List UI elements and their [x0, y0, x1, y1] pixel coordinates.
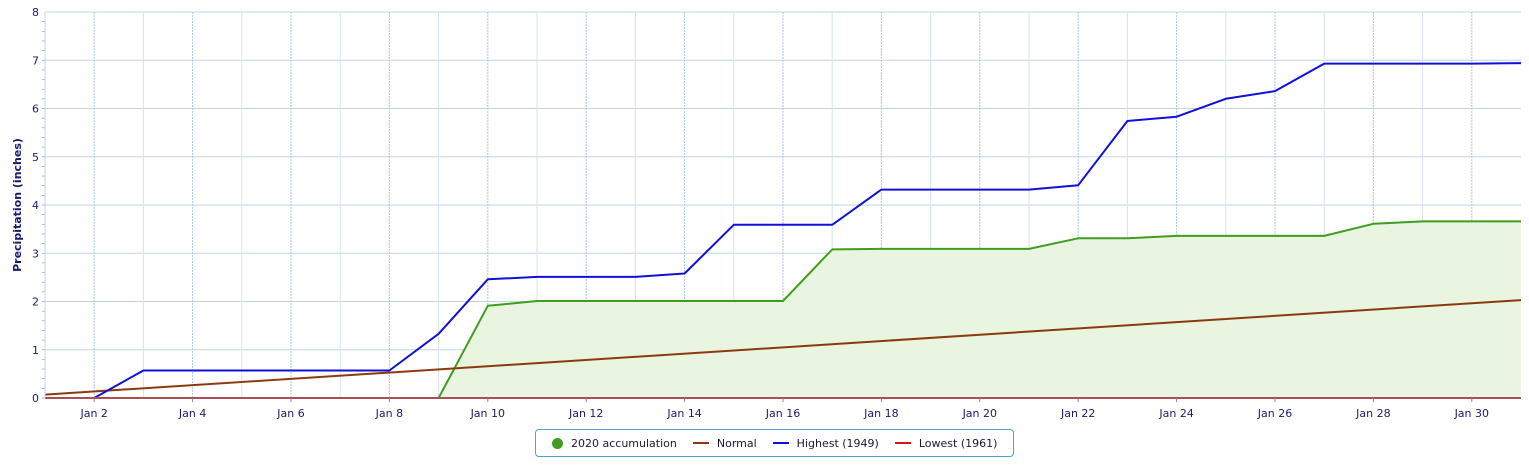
- series-area-2020-accumulation: [45, 221, 1521, 398]
- y-tick-label: 3: [32, 247, 39, 260]
- legend-item-2020-accumulation[interactable]: 2020 accumulation: [552, 437, 677, 450]
- x-tick-label: Jan 18: [863, 407, 898, 420]
- legend-marker-green: [552, 437, 563, 449]
- series-line-highest-1949: [45, 62, 1522, 399]
- y-tick-label: 5: [32, 151, 39, 164]
- x-tick-label: Jan 26: [1257, 407, 1292, 420]
- x-tick-label: Jan 6: [276, 407, 304, 420]
- x-tick-label: Jan 30: [1454, 407, 1489, 420]
- legend-line-red: [894, 442, 911, 444]
- series-line-normal: [44, 299, 1522, 396]
- legend-item-normal[interactable]: Normal: [692, 436, 757, 450]
- y-tick-label: 8: [32, 6, 39, 19]
- legend-line-blue: [772, 442, 789, 444]
- y-tick-label: 7: [32, 54, 39, 67]
- legend-line-brown: [692, 442, 709, 444]
- legend-item-highest[interactable]: Highest (1949): [772, 436, 879, 450]
- y-tick-label: 2: [32, 296, 39, 309]
- x-tick-label: Jan 8: [375, 407, 403, 420]
- series-layer: [44, 62, 1522, 399]
- legend-label: Lowest (1961): [918, 436, 998, 450]
- y-tick-label: 4: [32, 199, 39, 212]
- axes: 0 1 2 3 4 5 6 7 8 Jan 2 Jan 4 Jan 6 Jan 8 Jan 10 Jan 1…: [32, 6, 1521, 420]
- x-tick-label: Jan 10: [470, 407, 505, 420]
- x-tick-label: Jan 12: [568, 407, 603, 420]
- x-tick-label: Jan 22: [1060, 407, 1095, 420]
- x-tick-label: Jan 2: [79, 407, 107, 420]
- y-tick-label: 0: [32, 392, 39, 405]
- x-tick-label: Jan 28: [1355, 407, 1390, 420]
- x-tick-label: Jan 24: [1158, 407, 1193, 420]
- x-tick-label: Jan 4: [178, 407, 206, 420]
- legend: 2020 accumulation Normal Highest (1949) …: [535, 429, 1015, 457]
- x-tick-label: Jan 20: [962, 407, 997, 420]
- y-tick-label: 1: [32, 344, 39, 357]
- y-tick-label: 6: [32, 103, 39, 116]
- legend-label: 2020 accumulation: [571, 436, 677, 450]
- legend-label: Highest (1949): [796, 436, 879, 450]
- x-tick-label: Jan 14: [666, 407, 701, 420]
- legend-label: Normal: [716, 436, 757, 450]
- legend-item-lowest[interactable]: Lowest (1961): [894, 436, 998, 450]
- y-axis-title: Precipitation (inches): [11, 138, 24, 272]
- x-tick-label: Jan 16: [765, 407, 800, 420]
